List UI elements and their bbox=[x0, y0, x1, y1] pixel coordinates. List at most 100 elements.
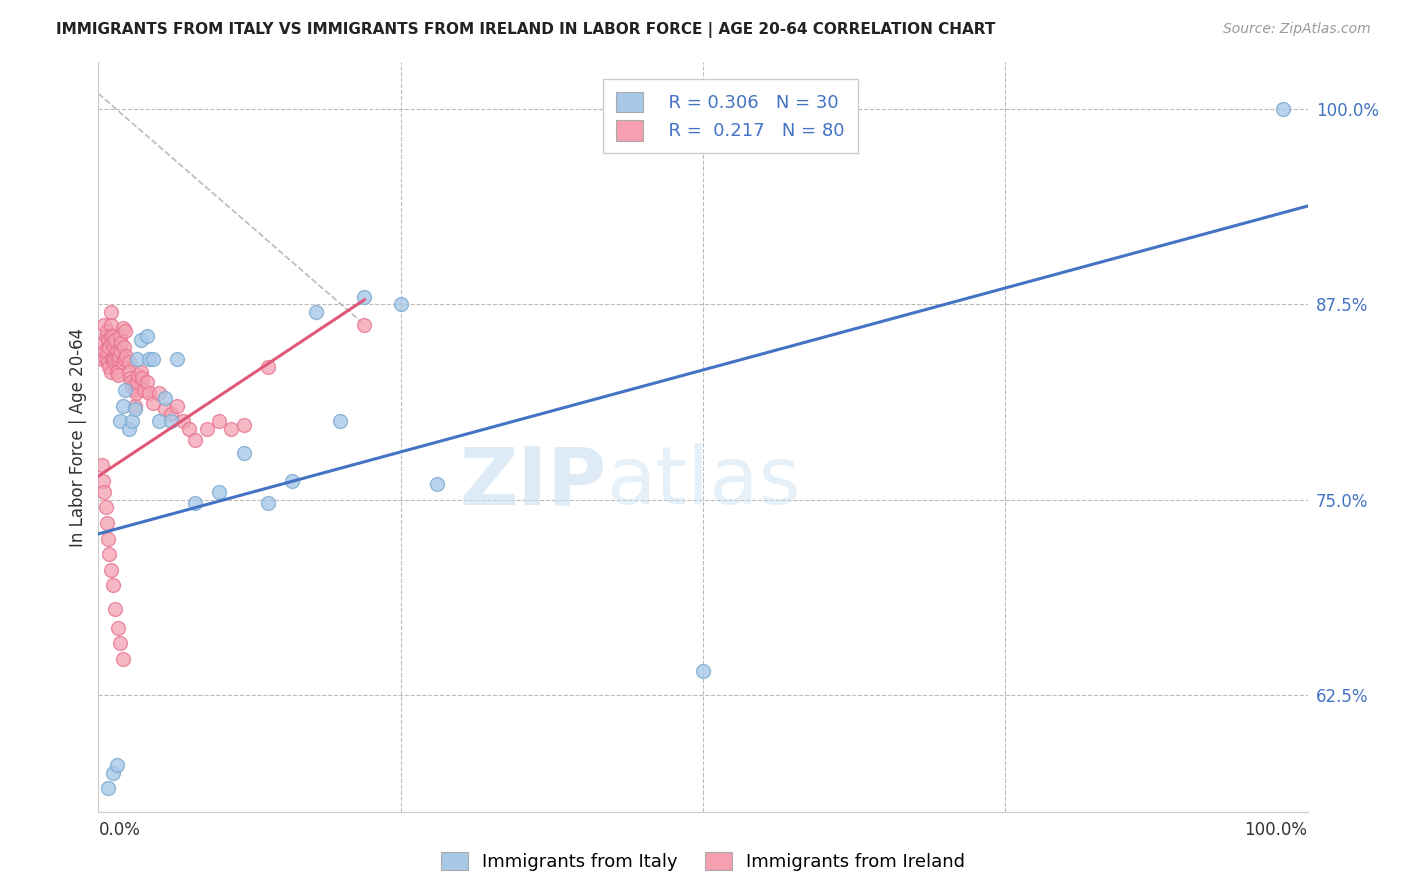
Point bbox=[112, 340, 135, 354]
Point bbox=[115, 349, 138, 363]
Point bbox=[111, 355, 134, 369]
Point bbox=[111, 652, 134, 666]
Point bbox=[305, 305, 328, 319]
Point bbox=[125, 386, 148, 401]
Point bbox=[138, 351, 160, 366]
Point bbox=[101, 578, 124, 592]
Point bbox=[232, 417, 254, 432]
Point bbox=[256, 496, 278, 510]
Point bbox=[127, 351, 149, 366]
Y-axis label: In Labor Force | Age 20-64: In Labor Force | Age 20-64 bbox=[69, 327, 87, 547]
Point bbox=[172, 414, 194, 429]
Point bbox=[148, 386, 170, 401]
Point bbox=[100, 305, 122, 319]
Point bbox=[98, 359, 121, 374]
Point bbox=[104, 351, 127, 366]
Point bbox=[329, 414, 352, 429]
Text: 0.0%: 0.0% bbox=[98, 821, 141, 839]
Point bbox=[195, 422, 218, 436]
Point bbox=[118, 371, 141, 385]
Point bbox=[426, 477, 449, 491]
Point bbox=[208, 484, 231, 499]
Point bbox=[111, 320, 134, 334]
Point bbox=[129, 365, 152, 379]
Point bbox=[91, 458, 114, 473]
Point bbox=[160, 407, 183, 421]
Point bbox=[91, 474, 114, 488]
Point bbox=[166, 351, 188, 366]
Point bbox=[107, 621, 129, 635]
Point bbox=[91, 336, 114, 351]
Point bbox=[256, 359, 278, 374]
Point bbox=[142, 351, 165, 366]
Point bbox=[232, 446, 254, 460]
Point bbox=[153, 401, 176, 416]
Point bbox=[692, 664, 714, 679]
Point bbox=[105, 365, 128, 379]
Point bbox=[134, 384, 156, 398]
Point bbox=[135, 376, 157, 390]
Point bbox=[105, 344, 128, 359]
Point bbox=[131, 371, 153, 385]
Point bbox=[184, 434, 207, 448]
Text: atlas: atlas bbox=[606, 443, 800, 521]
Point bbox=[96, 516, 118, 530]
Point bbox=[120, 376, 142, 390]
Point bbox=[103, 355, 125, 369]
Point bbox=[96, 324, 118, 338]
Point bbox=[104, 334, 127, 348]
Point bbox=[100, 351, 122, 366]
Point bbox=[124, 384, 146, 398]
Point bbox=[179, 422, 201, 436]
Point bbox=[105, 758, 128, 772]
Point bbox=[221, 422, 243, 436]
Point bbox=[166, 399, 188, 413]
Point bbox=[98, 547, 121, 561]
Text: ZIP: ZIP bbox=[458, 443, 606, 521]
Point bbox=[96, 344, 118, 359]
Point bbox=[93, 344, 115, 359]
Point bbox=[100, 336, 122, 351]
Point bbox=[104, 601, 127, 615]
Point bbox=[100, 365, 122, 379]
Point bbox=[121, 380, 143, 394]
Point bbox=[98, 340, 121, 354]
Point bbox=[114, 351, 136, 366]
Point bbox=[118, 422, 141, 436]
Point bbox=[100, 328, 122, 343]
Point bbox=[94, 328, 117, 343]
Point bbox=[118, 365, 141, 379]
Point bbox=[97, 532, 120, 546]
Text: Source: ZipAtlas.com: Source: ZipAtlas.com bbox=[1223, 22, 1371, 37]
Point bbox=[107, 351, 129, 366]
Point bbox=[124, 401, 146, 416]
Point bbox=[97, 781, 120, 796]
Point bbox=[114, 324, 136, 338]
Point bbox=[100, 563, 122, 577]
Point bbox=[108, 636, 131, 650]
Point bbox=[103, 340, 125, 354]
Point bbox=[135, 328, 157, 343]
Point bbox=[101, 351, 124, 366]
Point bbox=[101, 328, 124, 343]
Legend:   R = 0.306   N = 30,   R =  0.217   N = 80: R = 0.306 N = 30, R = 0.217 N = 80 bbox=[603, 79, 858, 153]
Point bbox=[93, 484, 115, 499]
Point bbox=[142, 395, 165, 409]
Point bbox=[281, 474, 304, 488]
Legend: Immigrants from Italy, Immigrants from Ireland: Immigrants from Italy, Immigrants from I… bbox=[433, 845, 973, 879]
Point bbox=[101, 765, 124, 780]
Point bbox=[208, 414, 231, 429]
Point bbox=[153, 391, 176, 405]
Point bbox=[94, 351, 117, 366]
Point bbox=[97, 334, 120, 348]
Point bbox=[97, 355, 120, 369]
Point bbox=[184, 496, 207, 510]
Point bbox=[108, 349, 131, 363]
Point bbox=[111, 399, 134, 413]
Text: IMMIGRANTS FROM ITALY VS IMMIGRANTS FROM IRELAND IN LABOR FORCE | AGE 20-64 CORR: IMMIGRANTS FROM ITALY VS IMMIGRANTS FROM… bbox=[56, 22, 995, 38]
Point bbox=[124, 399, 146, 413]
Point bbox=[129, 334, 152, 348]
Point bbox=[108, 344, 131, 359]
Point bbox=[1272, 102, 1295, 116]
Point bbox=[389, 297, 412, 311]
